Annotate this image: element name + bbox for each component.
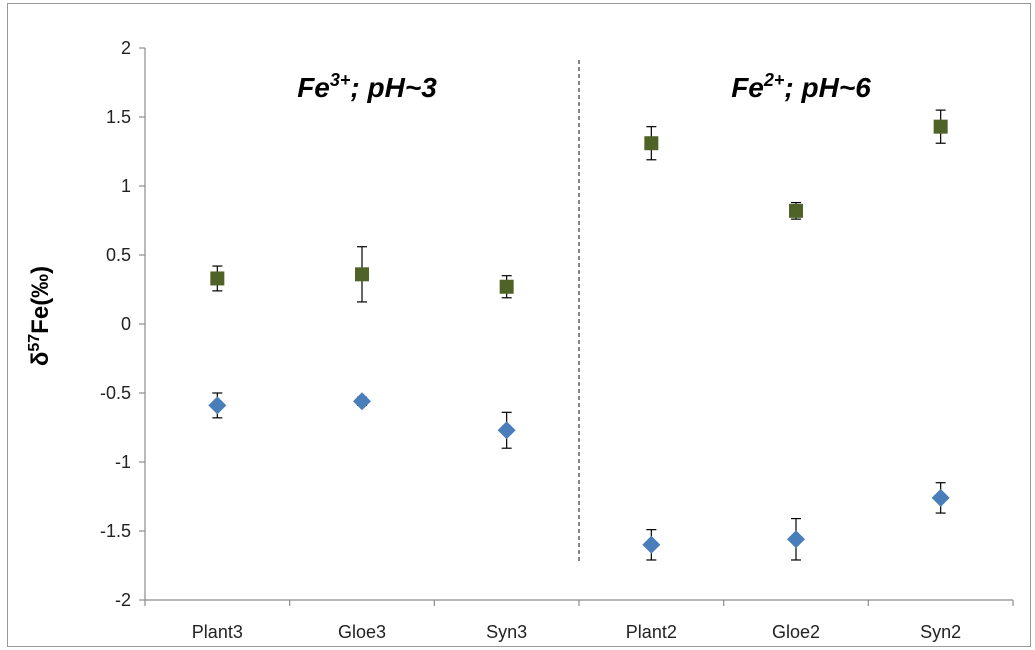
y-tick-label: 0.5	[106, 245, 131, 265]
data-point-diamond	[497, 421, 516, 440]
x-ticks: Plant3 Gloe3 Syn3 Plant2 Gloe2 Syn2	[144, 600, 1014, 642]
data-point-square	[644, 136, 659, 151]
y-tick-label: -0.5	[100, 383, 131, 403]
y-tick-label: 0	[121, 314, 131, 334]
y-ticks: -2 -1.5 -1 -0.5 0 0.5 1 1.5 2	[100, 38, 145, 610]
x-category-label: Syn2	[920, 622, 961, 642]
x-category-label: Plant2	[626, 622, 677, 642]
y-tick-label: -1.5	[100, 521, 131, 541]
condition-annotation: Fe3+; pH~3	[297, 70, 437, 103]
x-category-label: Plant3	[192, 622, 243, 642]
x-category-label: Gloe3	[338, 622, 386, 642]
y-axis-label: δ57Fe(‰)	[26, 266, 54, 366]
data-point-square	[355, 267, 369, 282]
x-category-label: Syn3	[486, 622, 527, 642]
y-tick-label: -2	[115, 590, 131, 610]
y-tick-label: 1.5	[106, 107, 131, 127]
data-point-diamond	[353, 392, 371, 411]
data-point-square	[789, 203, 803, 218]
y-tick-label: 2	[121, 38, 131, 58]
data-point-diamond	[787, 530, 805, 549]
data-point-diamond	[931, 488, 950, 507]
data-markers	[208, 119, 950, 554]
data-point-square	[499, 279, 514, 294]
y-tick-label: -1	[115, 452, 131, 472]
chart-frame	[7, 3, 1031, 647]
condition-annotation: Fe2+; pH~6	[731, 70, 871, 103]
data-point-diamond	[208, 396, 227, 415]
data-point-square	[933, 119, 948, 134]
annotations: Fe3+; pH~3 Fe2+; pH~6	[297, 70, 871, 103]
x-category-label: Gloe2	[772, 622, 820, 642]
data-point-diamond	[642, 535, 661, 554]
data-point-square	[210, 271, 225, 286]
y-tick-label: 1	[121, 176, 131, 196]
